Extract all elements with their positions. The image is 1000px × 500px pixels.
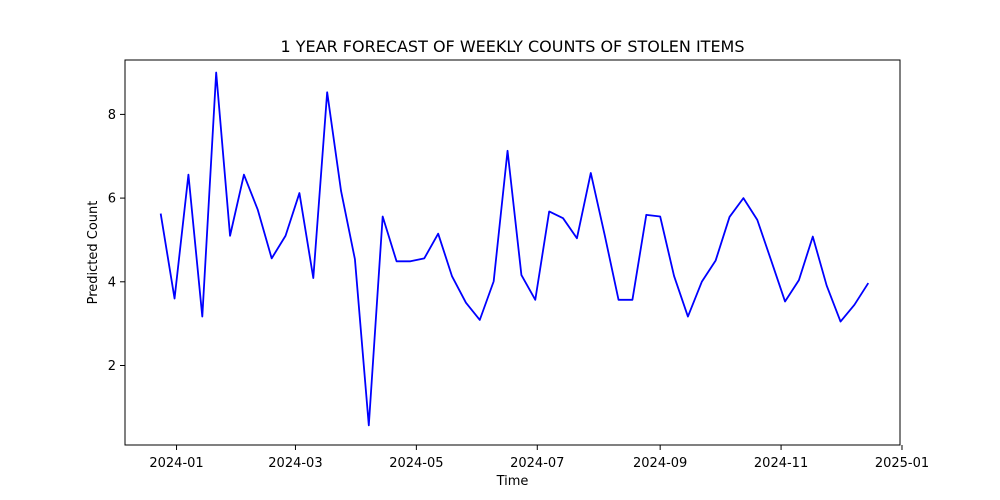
series-line xyxy=(159,71,870,427)
axes-layer xyxy=(124,59,901,446)
x-tick-label: 2024-03 xyxy=(268,456,322,471)
x-axis-label: Time xyxy=(496,474,529,489)
series-layer xyxy=(159,71,870,427)
plot-area-frame xyxy=(124,59,901,446)
x-tick-label: 2024-11 xyxy=(754,456,808,471)
y-tick-label: 8 xyxy=(108,108,116,123)
x-tick-label: 2025-01 xyxy=(875,456,929,471)
x-tick-label: 2024-05 xyxy=(389,456,443,471)
y-tick-label: 6 xyxy=(108,192,116,207)
y-tick-label: 2 xyxy=(108,359,116,374)
y-axis-label: Predicted Count xyxy=(86,201,101,305)
x-tick-label: 2024-07 xyxy=(510,456,564,471)
x-tick-label: 2024-01 xyxy=(149,456,203,471)
ticks-layer: 2024-01 2024-03 2024-05 2024-07 2024-09 2024-… xyxy=(108,108,929,471)
chart-title: 1 YEAR FORECAST OF WEEKLY COUNTS OF STOL… xyxy=(280,37,744,56)
y-tick-label: 4 xyxy=(108,275,116,290)
x-tick-label: 2024-09 xyxy=(633,456,687,471)
